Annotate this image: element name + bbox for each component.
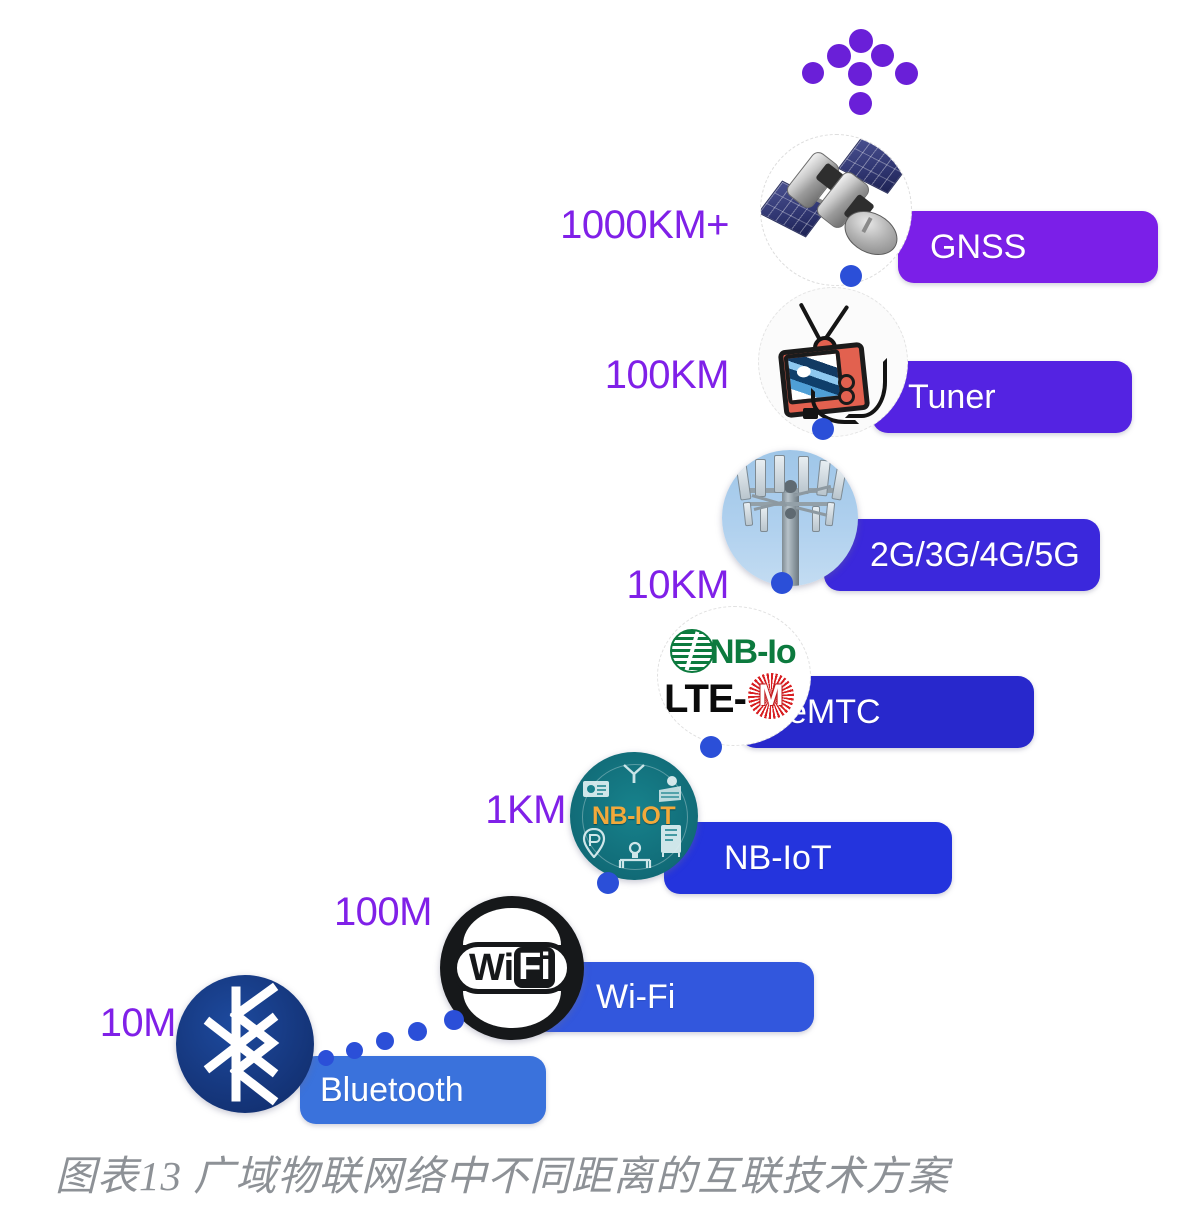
distance-label-10km: 10KM xyxy=(626,563,730,607)
connector-dot xyxy=(444,1010,464,1030)
distance-label-1km: 1KM xyxy=(485,788,566,832)
nbiot-logo-icon-ring xyxy=(582,764,688,870)
tech-bar-cellular[interactable]: 2G/3G/4G/5G xyxy=(824,519,1100,591)
nbio-ltem-logo-icon-m-letter: M xyxy=(758,679,784,712)
tech-bar-wifi[interactable]: Wi-Fi xyxy=(532,962,814,1032)
chevron-dots-decoration-dot xyxy=(848,62,872,86)
nbio-ltem-logo-icon-globe xyxy=(670,629,714,673)
tech-bar-wifi-label: Wi-Fi xyxy=(596,978,676,1016)
cell-tower-icon-antenna-panel xyxy=(812,506,820,532)
cell-tower-icon-antenna-panel xyxy=(774,455,785,493)
cell-tower-icon[interactable] xyxy=(722,450,858,586)
wifi-logo-icon[interactable]: Wi Fi xyxy=(440,896,584,1040)
wifi-logo-icon-wordmark: Wi Fi xyxy=(451,942,573,994)
tech-bar-gnss[interactable]: GNSS xyxy=(898,211,1158,283)
television-tuner-icon-cord xyxy=(845,358,887,418)
distance-label-1000km: 1000KM+ xyxy=(560,203,729,247)
nbio-ltem-logo-icon-nbio-text: NB-Io xyxy=(710,633,797,671)
television-tuner-icon-plug xyxy=(803,408,818,419)
chevron-dots-decoration-dot xyxy=(871,44,894,67)
distance-label-10m: 10M xyxy=(99,1001,177,1045)
tech-bar-gnss-label: GNSS xyxy=(930,228,1027,266)
chevron-dots-decoration-dot xyxy=(827,44,851,68)
tech-bar-nbiot[interactable]: NB-IoT xyxy=(664,822,952,894)
cell-tower-icon-antenna-panel xyxy=(735,463,752,501)
nbiot-logo-icon-word: NB-IOT xyxy=(592,802,676,830)
connector-dot xyxy=(346,1042,363,1059)
wifi-logo-icon-arc-top xyxy=(463,907,561,945)
nbio-ltem-logo-icon[interactable]: NB-Io LTE- M xyxy=(657,606,811,746)
chevron-dots-decoration-dot xyxy=(802,62,824,84)
bluetooth-logo-icon-rune xyxy=(203,982,280,1106)
distance-label-100m: 100M xyxy=(333,890,433,934)
chevron-dots-decoration-dot xyxy=(849,29,873,53)
chevron-dots-decoration-dot xyxy=(895,62,918,85)
cell-tower-icon-antenna-panel xyxy=(760,506,768,532)
wifi-logo-icon-fi-text: Fi xyxy=(514,947,555,989)
tech-bar-tuner[interactable]: Tuner xyxy=(872,361,1132,433)
connector-dot xyxy=(597,872,619,894)
tech-bar-tuner-label: Tuner xyxy=(908,378,996,416)
connector-dot xyxy=(408,1022,427,1041)
nbiot-logo-icon-antenna-glyph xyxy=(623,764,645,783)
tech-bar-bluetooth[interactable]: Bluetooth xyxy=(300,1056,546,1124)
connector-dot xyxy=(812,418,834,440)
cell-tower-icon-antenna-panel xyxy=(831,467,847,501)
cell-tower-icon-antenna-panel xyxy=(798,456,809,494)
tech-bar-cellular-label: 2G/3G/4G/5G xyxy=(870,536,1080,574)
nbiot-logo-icon[interactable]: NB-IOT xyxy=(570,752,698,880)
television-tuner-icon-cord xyxy=(811,388,859,424)
television-tuner-icon[interactable] xyxy=(758,287,908,437)
distance-label-100km: 100KM xyxy=(604,353,730,397)
nbiot-logo-icon-cabinet-glyph xyxy=(661,825,681,857)
nbiot-logo-icon-valve-glyph xyxy=(618,841,652,868)
cell-tower-icon-antenna-panel xyxy=(755,459,766,497)
cell-tower-icon-arm xyxy=(748,502,834,506)
figure-caption: 图表13 广域物联网络中不同距离的互联技术方案 xyxy=(55,1153,950,1199)
wifi-logo-icon-arc-bottom xyxy=(463,991,561,1029)
nbio-ltem-logo-icon-ltem-text: LTE- xyxy=(664,677,747,721)
connector-dot xyxy=(840,265,862,287)
wifi-logo-icon-wi-text: Wi xyxy=(469,946,514,989)
cell-tower-icon-hub xyxy=(784,480,797,493)
tech-bar-nbiot-label: NB-IoT xyxy=(724,839,832,877)
connector-dot xyxy=(700,736,722,758)
nbiot-logo-icon-parking-glyph xyxy=(582,828,606,858)
cell-tower-icon-hub xyxy=(785,508,796,519)
bluetooth-logo-icon[interactable] xyxy=(176,975,314,1113)
connector-dot xyxy=(318,1050,334,1066)
tech-bar-bluetooth-label: Bluetooth xyxy=(320,1071,464,1109)
connector-dot xyxy=(376,1032,394,1050)
nbiot-logo-icon-meter-glyph xyxy=(583,781,609,797)
nbiot-logo-icon-streetlight-glyph xyxy=(659,776,681,802)
connector-dot xyxy=(771,572,793,594)
chevron-dots-decoration-dot xyxy=(849,92,872,115)
satellite-icon[interactable] xyxy=(760,134,912,286)
nbio-ltem-logo-icon-m-badge: M xyxy=(748,673,794,719)
